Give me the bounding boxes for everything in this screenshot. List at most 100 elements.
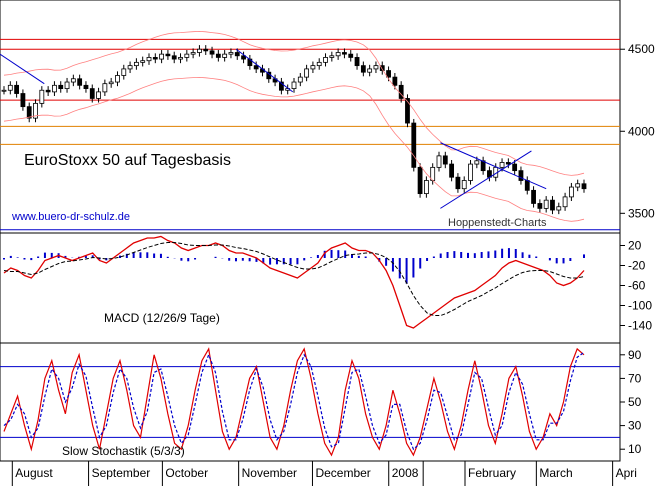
price-layer: [0, 30, 620, 231]
chart-title: EuroStoxx 50 auf Tagesbasis: [24, 152, 231, 169]
candle-body: [121, 68, 127, 76]
macd-y-tick-label: -100: [628, 299, 652, 313]
candle-body: [253, 65, 259, 70]
price-y-tick-label: 4000: [628, 124, 655, 138]
candle-body: [102, 83, 108, 93]
candle-body: [184, 53, 190, 58]
stoch-layer: [0, 347, 620, 457]
price-panel-frame: [0, 0, 621, 234]
candle-body: [512, 163, 518, 172]
candle-body: [1, 89, 7, 92]
candle-body: [562, 196, 568, 208]
candle-body: [108, 81, 114, 85]
candle-body: [33, 102, 38, 119]
trend-line: [235, 48, 294, 93]
candle-body: [537, 203, 543, 209]
candle-body: [278, 81, 284, 91]
candle-body: [499, 162, 505, 168]
axis-layer: 3500 4000 4500 20 -20 -60 -100 -140 90 70 50 30 10 Au…: [0, 42, 655, 486]
candle-body: [411, 122, 417, 168]
candle-body: [7, 84, 13, 91]
stoch-y-tick-label: 10: [628, 442, 642, 456]
candle-body: [436, 155, 442, 168]
candle-body: [468, 163, 473, 181]
envelope-lower: [3, 76, 585, 222]
candle-body: [241, 55, 246, 60]
envelope-upper: [3, 30, 585, 176]
candle-body: [531, 189, 536, 204]
candle-body: [461, 180, 467, 190]
macd-y-tick-label: 20: [628, 239, 642, 253]
candle-body: [14, 84, 20, 94]
macd-line-0: [3, 235, 585, 329]
candle-body: [367, 68, 373, 73]
candle-body: [203, 48, 209, 52]
candle-body: [524, 180, 530, 191]
macd-y-tick-label: -60: [628, 279, 646, 293]
stoch-y-tick-label: 30: [628, 419, 642, 433]
candle-body: [39, 89, 45, 104]
candle-body: [152, 57, 158, 60]
candle-body: [323, 57, 328, 63]
candle-body: [405, 98, 410, 124]
candle-body: [146, 57, 152, 62]
candle-body: [417, 166, 423, 195]
candle-body: [127, 65, 133, 70]
stoch-y-tick-label: 70: [628, 371, 642, 385]
candle-body: [575, 183, 581, 188]
candle-body: [222, 53, 228, 58]
candle-body: [449, 163, 455, 178]
candle-body: [77, 78, 83, 86]
macd-line-1: [3, 242, 585, 316]
candle-body: [518, 170, 524, 181]
candle-body: [392, 76, 398, 86]
candle-body: [568, 186, 574, 198]
stoch-y-tick-label: 90: [628, 348, 642, 362]
macd-label: MACD (12/26/9 Tage): [104, 311, 220, 325]
candle-body: [215, 53, 221, 58]
candle-body: [423, 180, 429, 195]
macd-panel-frame: [0, 232, 621, 344]
candle-body: [360, 65, 366, 73]
candle-body: [329, 55, 335, 58]
trend-line: [0, 53, 45, 85]
month-label: March: [539, 466, 572, 480]
candle-body: [297, 76, 303, 83]
month-label: December: [315, 466, 370, 480]
candle-body: [474, 160, 480, 165]
candle-body: [304, 68, 310, 78]
stoch-panel-frame: [0, 342, 621, 462]
macd-layer: [3, 235, 585, 329]
candle-body: [52, 84, 57, 93]
price-y-tick-label: 3500: [628, 206, 655, 220]
candle-body: [197, 48, 202, 53]
candle-body: [581, 183, 587, 190]
candle-body: [45, 89, 51, 93]
trend-line: [440, 142, 547, 190]
candle-body: [455, 176, 461, 190]
candle-body: [178, 57, 183, 60]
candle-body: [96, 91, 101, 99]
candle-body: [58, 84, 64, 90]
stoch-line-0: [3, 347, 585, 457]
candle-body: [505, 162, 511, 165]
candle-body: [140, 60, 146, 63]
candle-body: [386, 70, 391, 78]
candle-body: [310, 65, 316, 70]
candle-body: [89, 88, 95, 99]
candle-body: [20, 93, 26, 108]
source-text: Hoppenstedt-Charts: [448, 217, 547, 229]
candle-body: [543, 199, 549, 209]
month-label: Apri: [616, 466, 637, 480]
candle-body: [373, 65, 379, 70]
candle-body: [70, 78, 76, 83]
trend-line: [440, 150, 532, 209]
candle-body: [171, 55, 177, 60]
month-label: August: [15, 466, 53, 480]
month-label: November: [242, 466, 297, 480]
month-label: 2008: [392, 466, 419, 480]
candle-body: [64, 81, 70, 90]
stoch-line-1: [3, 351, 585, 451]
